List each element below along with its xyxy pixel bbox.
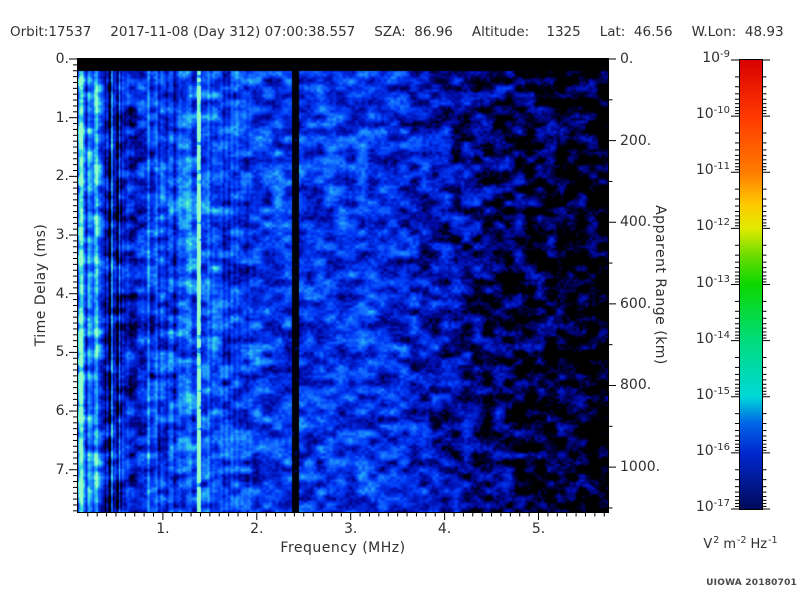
y-right-tick-label: 200. [620,132,652,149]
y-right-tick-label: 400. [620,214,652,231]
exponent: -15 [713,385,730,397]
y-left-tick-label: 1. [55,109,69,126]
header-segment: 2017-11-08 (Day 312) 07:00:38.557 [110,24,356,40]
colorbar-tick-label: 10-15 [695,385,730,403]
unit-exponent: 2 [713,535,720,546]
x-tick-label: 3. [344,521,358,537]
colorbar-units: V2 m-2 Hz-1 [660,535,800,552]
y-left-tick-label: 3. [55,227,69,244]
y-axis-title-left: Time Delay (ms) [33,223,49,347]
x-tick-label: 4. [437,521,452,537]
unit-base: Hz [750,537,768,552]
unit-base: m [723,537,737,552]
colorbar-tick-label: 10-10 [695,105,730,123]
y-right-tick-label: 1000. [620,459,661,476]
header-segment: W.Lon: 48.93 [691,24,784,40]
unit-exponent: -2 [737,535,747,546]
colorbar-tick-label: 10-14 [695,329,730,347]
colorbar-tick-label: 10-11 [695,161,730,179]
x-axis-title: Frequency (MHz) [280,540,406,556]
exponent: -17 [713,498,730,509]
exponent: -11 [713,161,730,173]
y-right-tick-label: 600. [620,295,652,312]
credit-text: UIOWA 20180701 [706,578,797,588]
x-tick-label: 1. [156,521,170,537]
colorbar-tick-label: 10-16 [695,441,730,459]
unit-exponent: -1 [768,535,778,546]
y-left-tick-label: 6. [55,403,69,420]
y-left-tick-label: 0. [55,51,69,67]
exponent: -14 [713,329,730,341]
colorbar-tick-label: 10-12 [695,217,730,235]
exponent: -13 [713,273,730,285]
unit-base: V [703,537,713,552]
colorbar-gradient [740,60,762,509]
exponent: -9 [720,49,730,60]
exponent: -10 [713,105,730,117]
exponent: -16 [713,441,730,453]
y-left-tick-label: 7. [55,461,69,478]
y-left-tick-label: 2. [55,168,69,185]
x-tick-label: 5. [531,521,546,537]
header-segment: Altitude: 1325 [471,24,581,40]
x-tick-label: 2. [250,521,264,537]
y-left-tick-label: 5. [55,344,69,361]
colorbar-tick-label: 10-17 [695,498,730,515]
header-segment: Orbit:17537 [10,24,92,40]
y-left-tick-label: 4. [55,285,69,302]
exponent: -12 [713,217,730,229]
header: Orbit:17537 2017-11-08 (Day 312) 07:00:38… [10,24,800,40]
header-segment: SZA: 86.96 [374,24,453,40]
y-right-tick-label: 800. [620,377,652,394]
colorbar-tick-label: 10-13 [695,273,730,291]
y-right-tick-label: 0. [620,51,634,67]
y-axis-title-right: Apparent Range (km) [652,205,668,365]
colorbar-tick-label: 10-9 [702,49,730,66]
spectrogram-canvas [78,59,608,512]
header-segment: Lat: 46.56 [599,24,673,40]
